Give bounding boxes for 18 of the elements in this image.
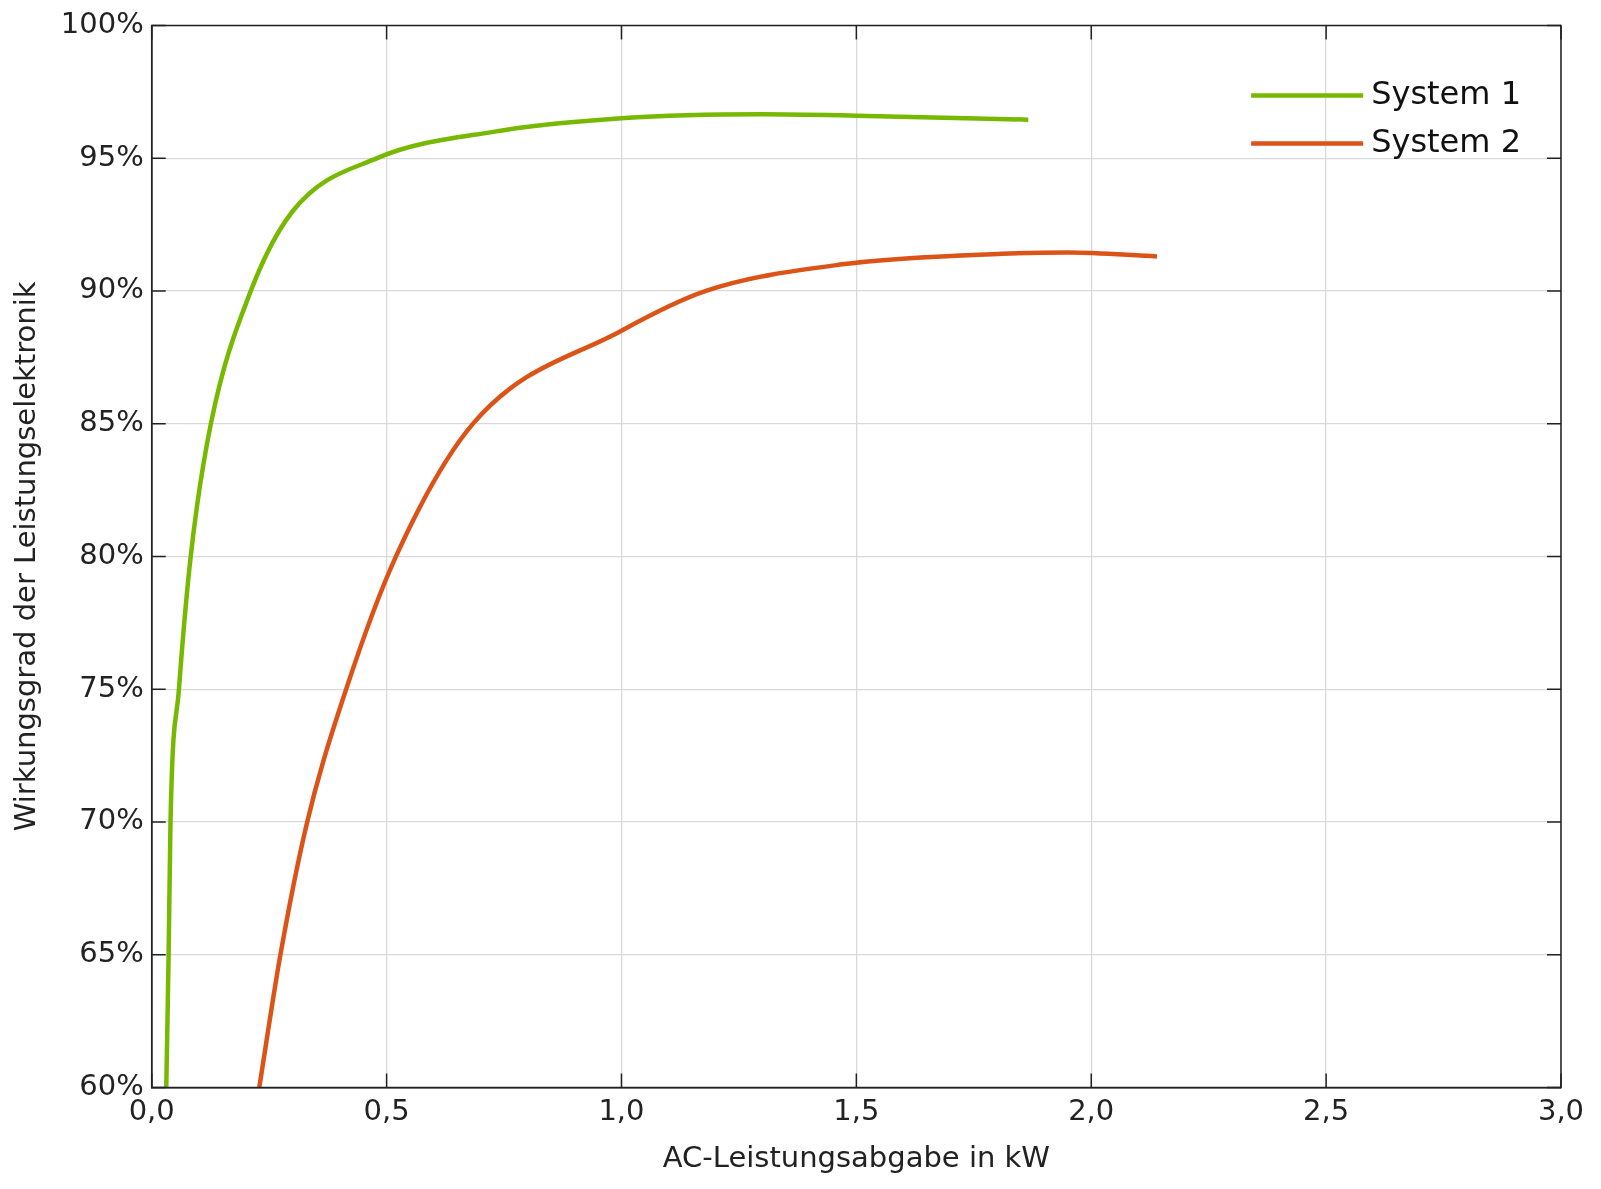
x-tick-label: 2,5 xyxy=(1303,1093,1350,1128)
y-tick-label: 85% xyxy=(79,404,144,439)
x-axis-title: AC-Leistungsabgabe in kW xyxy=(662,1140,1050,1175)
y-tick-label: 80% xyxy=(79,536,144,571)
y-tick-label: 65% xyxy=(79,935,144,970)
x-tick-label: 0,5 xyxy=(363,1093,410,1128)
legend-label: System 1 xyxy=(1371,73,1521,112)
y-tick-label: 95% xyxy=(79,138,144,173)
y-axis-title: Wirkungsgrad der Leistungselektronik xyxy=(7,281,42,832)
y-tick-label: 75% xyxy=(79,669,144,704)
x-tick-label: 3,0 xyxy=(1537,1093,1585,1128)
y-tick-label: 90% xyxy=(79,271,144,306)
y-tick-label: 100% xyxy=(60,5,144,40)
legend-label: System 2 xyxy=(1371,121,1521,160)
x-tick-label: 2,0 xyxy=(1068,1093,1115,1128)
y-tick-label: 70% xyxy=(79,802,144,837)
x-tick-label: 1,0 xyxy=(598,1093,645,1128)
x-tick-label: 1,5 xyxy=(833,1093,880,1128)
